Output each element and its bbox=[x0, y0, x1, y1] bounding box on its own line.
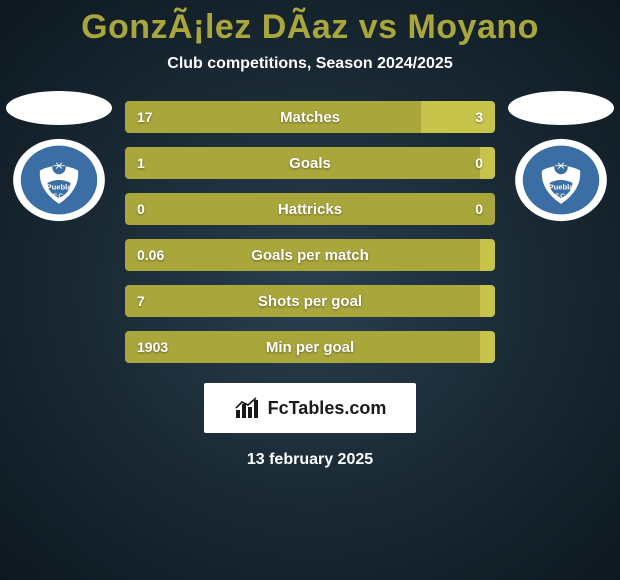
stat-row: Shots per goal7 bbox=[125, 285, 495, 317]
stat-label: Shots per goal bbox=[125, 285, 495, 317]
stat-value-left: 0 bbox=[137, 193, 145, 225]
avatar-placeholder-right bbox=[508, 91, 614, 125]
stat-label: Matches bbox=[125, 101, 495, 133]
stat-row: Goals per match0.06 bbox=[125, 239, 495, 271]
stat-value-left: 0.06 bbox=[137, 239, 164, 271]
stat-value-left: 1 bbox=[137, 147, 145, 179]
brand-box[interactable]: FcTables.com bbox=[204, 383, 416, 433]
stat-row: Min per goal1903 bbox=[125, 331, 495, 363]
stat-label: Goals bbox=[125, 147, 495, 179]
club-badge-left: Puebla F.C. bbox=[11, 137, 107, 223]
stat-label: Goals per match bbox=[125, 239, 495, 271]
bar-chart-icon bbox=[234, 396, 262, 420]
avatar-placeholder-left bbox=[6, 91, 112, 125]
stat-value-right: 0 bbox=[475, 193, 483, 225]
svg-text:F.C.: F.C. bbox=[555, 193, 567, 200]
stat-rows: Matches173Goals10Hattricks00Goals per ma… bbox=[125, 101, 495, 363]
svg-text:Puebla: Puebla bbox=[548, 183, 574, 192]
stat-value-left: 17 bbox=[137, 101, 153, 133]
stats-area: Puebla F.C. Puebla F.C. Matches173Goals1… bbox=[0, 101, 620, 363]
stat-value-right: 3 bbox=[475, 101, 483, 133]
svg-text:Puebla: Puebla bbox=[46, 183, 72, 192]
shield-icon: Puebla F.C. bbox=[513, 137, 609, 223]
date-label: 13 february 2025 bbox=[0, 451, 620, 469]
stat-label: Hattricks bbox=[125, 193, 495, 225]
stat-row: Goals1 0 bbox=[125, 147, 495, 179]
page-subtitle: Club competitions, Season 2024/2025 bbox=[0, 55, 620, 73]
stat-row: Hattricks0 0 bbox=[125, 193, 495, 225]
stat-label: Min per goal bbox=[125, 331, 495, 363]
stat-value-left: 7 bbox=[137, 285, 145, 317]
shield-icon: Puebla F.C. bbox=[11, 137, 107, 223]
svg-text:F.C.: F.C. bbox=[53, 193, 65, 200]
page-title: GonzÃ¡lez DÃ­az vs Moyano bbox=[0, 0, 620, 47]
player-right: Puebla F.C. bbox=[508, 91, 614, 223]
player-left: Puebla F.C. bbox=[6, 91, 112, 223]
stat-value-left: 1903 bbox=[137, 331, 168, 363]
brand-label: FcTables.com bbox=[268, 398, 387, 419]
club-badge-right: Puebla F.C. bbox=[513, 137, 609, 223]
stat-row: Matches17 3 bbox=[125, 101, 495, 133]
stat-value-right: 0 bbox=[475, 147, 483, 179]
